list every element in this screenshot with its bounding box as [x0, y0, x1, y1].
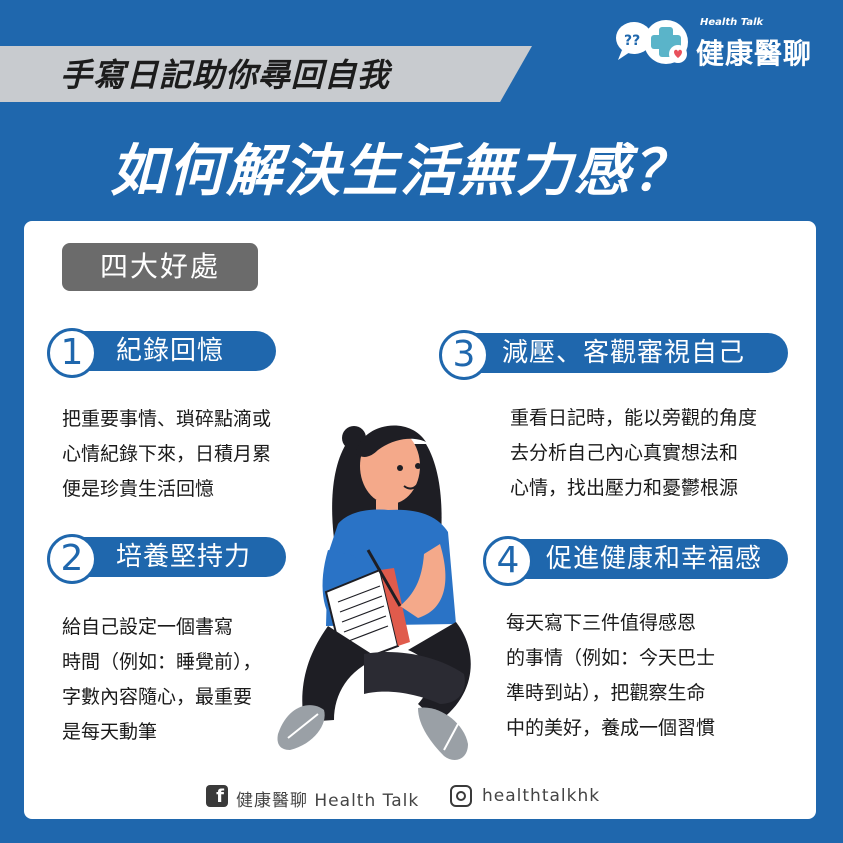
benefit-4-number: 4 — [483, 536, 533, 586]
benefit-3-header — [462, 333, 788, 373]
instagram-handle: healthtalkhk — [482, 786, 601, 806]
section-tag — [62, 243, 258, 291]
benefit-4-title: 促進健康和幸福感 — [546, 544, 763, 574]
benefit-2-line: 給自己設定一個書寫 — [62, 616, 234, 638]
facebook-handle: 健康醫聊 Health Talk — [236, 791, 420, 811]
subtitle-banner — [0, 46, 532, 102]
benefit-1-header — [70, 331, 276, 371]
benefit-4-header — [506, 539, 788, 579]
facebook-icon: f — [206, 785, 228, 807]
benefit-3-line: 心情，找出壓力和憂鬱根源 — [510, 477, 739, 499]
benefit-4-line: 準時到站），把觀察生命 — [506, 682, 706, 704]
brand-logo-icon: ?? — [616, 20, 688, 64]
instagram-icon — [450, 785, 472, 807]
benefit-1-line: 把重要事情、瑣碎點滴或 — [62, 408, 272, 430]
subtitle: 手寫日記助你尋回自我 — [60, 56, 391, 94]
benefit-3-line: 重看日記時，能以旁觀的角度 — [510, 407, 758, 429]
benefit-2-header — [70, 537, 286, 577]
benefit-1-line: 心情紀錄下來，日積月累 — [62, 443, 272, 465]
benefit-2-title: 培養堅持力 — [116, 542, 252, 572]
benefit-2-description: 給自己設定一個書寫 時間（例如：睡覺前）， 字數內容隨心，最重要 是每天動筆 — [62, 610, 262, 750]
benefit-4-line: 每天寫下三件值得感恩 — [506, 612, 697, 634]
benefit-1-title: 紀錄回憶 — [116, 336, 225, 366]
brand-logo: ?? Health Talk 健康醫聊 — [612, 10, 834, 76]
benefit-4-line: 的事情（例如：今天巴士 — [506, 647, 716, 669]
benefit-2-line: 是每天動筆 — [62, 721, 158, 743]
svg-text:??: ?? — [624, 33, 640, 49]
benefit-1-number: 1 — [47, 328, 97, 378]
benefit-1-description: 把重要事情、瑣碎點滴或 心情紀錄下來，日積月累 便是珍貴生活回憶 — [62, 402, 271, 507]
girl-writing-illustration — [277, 425, 471, 760]
benefit-4-line: 中的美好，養成一個習慣 — [506, 717, 716, 739]
page-title: 如何解決生活無力感？ — [110, 139, 690, 204]
benefit-3-description: 重看日記時，能以旁觀的角度 去分析自己內心真實想法和 心情，找出壓力和憂鬱根源 — [510, 401, 757, 506]
benefit-2-number: 2 — [47, 534, 97, 584]
benefit-3-title: 減壓、客觀審視自己 — [502, 338, 746, 368]
benefit-4-description: 每天寫下三件值得感恩 的事情（例如：今天巴士 準時到站），把觀察生命 中的美好，… — [506, 606, 715, 746]
benefit-2-line: 字數內容隨心，最重要 — [62, 686, 253, 708]
benefit-1-line: 便是珍貴生活回憶 — [62, 478, 215, 500]
benefit-3-number: 3 — [439, 330, 489, 380]
brand-name-en: Health Talk — [700, 17, 764, 28]
benefit-3-line: 去分析自己內心真實想法和 — [510, 442, 739, 464]
benefit-2-line: 時間（例如：睡覺前）， — [62, 651, 262, 673]
section-tag-label: 四大好處 — [99, 250, 220, 283]
brand-name-zh: 健康醫聊 — [696, 37, 813, 70]
